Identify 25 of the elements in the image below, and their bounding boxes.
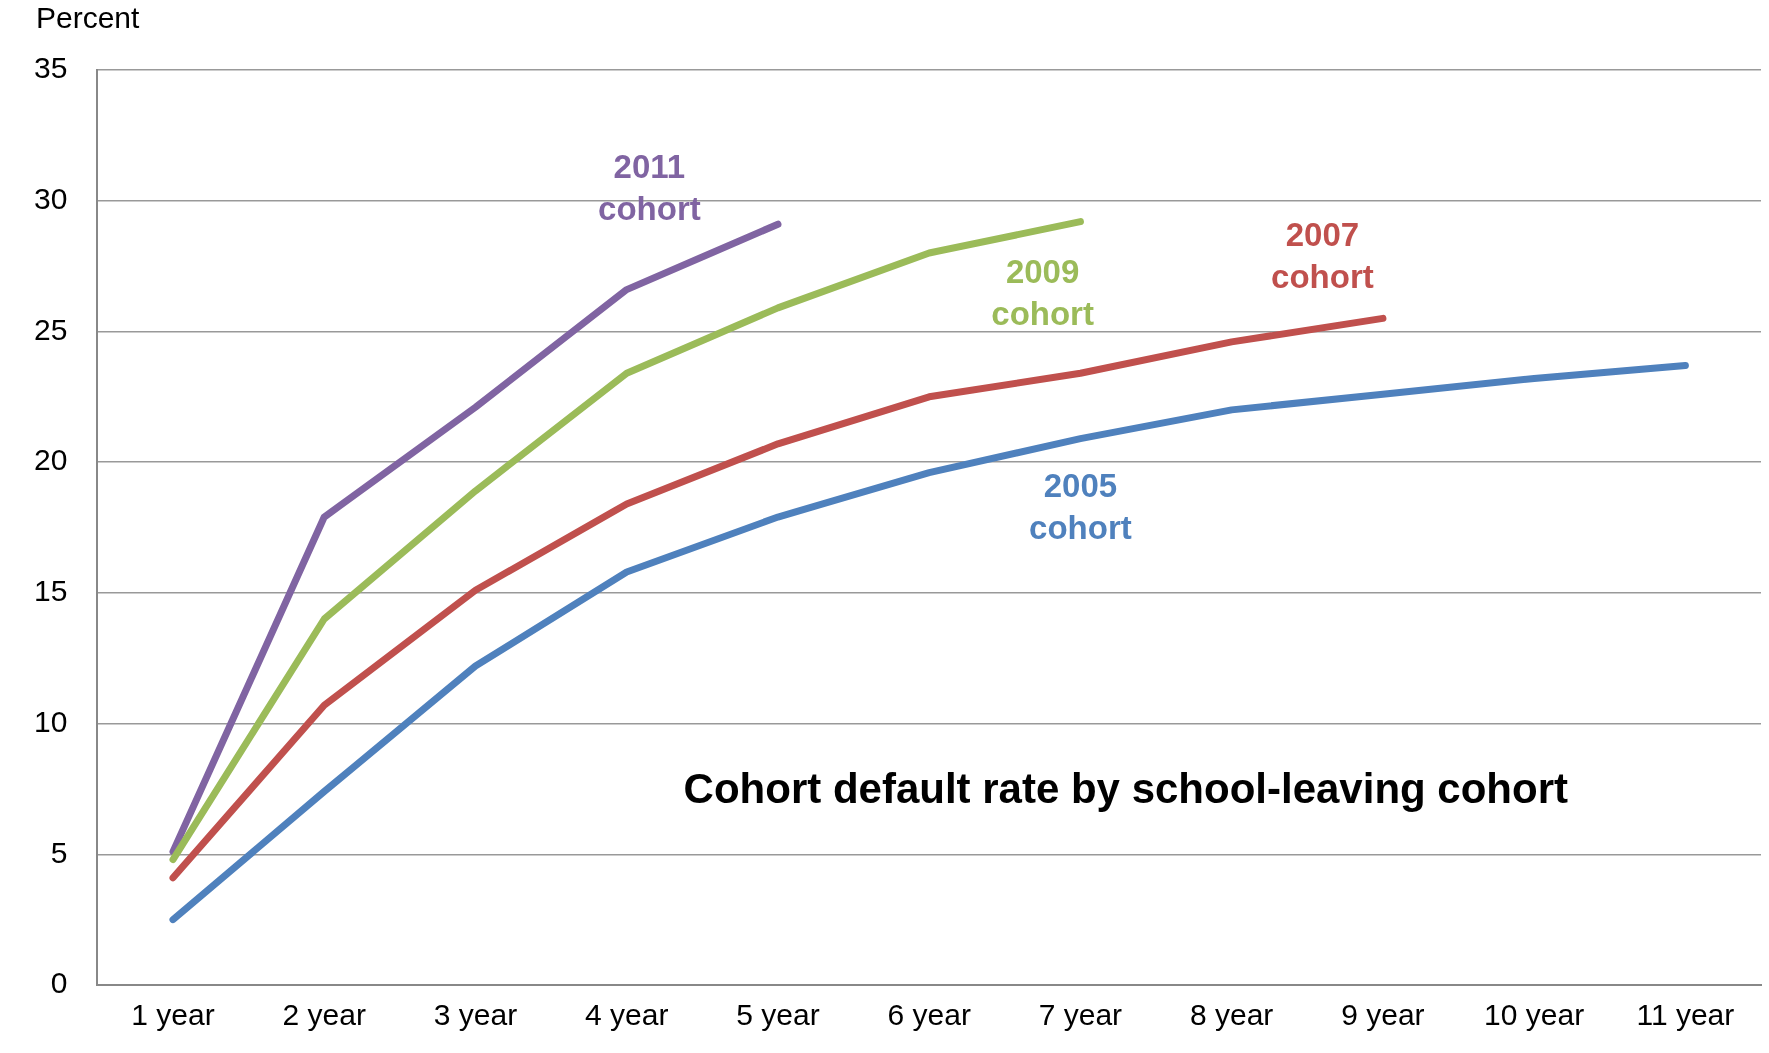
- x-tick-label: 3 year: [433, 998, 518, 1032]
- x-tick-label: 2 year: [282, 998, 366, 1032]
- y-tick-label: 25: [33, 312, 68, 346]
- y-tick-label: 15: [33, 574, 68, 608]
- x-tick-label: 9 year: [1341, 998, 1425, 1032]
- x-tick-label: 6 year: [887, 998, 971, 1032]
- y-tick-label: 10: [33, 704, 68, 738]
- x-tick-label: 5 year: [736, 998, 820, 1032]
- y-tick-label: 30: [33, 181, 68, 215]
- text: Cohort default rate by school-leaving cohort: [683, 765, 1569, 813]
- series-label: 2009 cohort: [991, 252, 1094, 332]
- series-label: 2005 cohort: [1029, 467, 1132, 547]
- y-axis-title: Percent: [36, 1, 141, 35]
- y-tick-label: 5: [50, 835, 68, 869]
- series-label: 2007 cohort: [1271, 216, 1374, 296]
- x-tick-label: 1 year: [131, 998, 215, 1032]
- y-tick-label: 0: [50, 966, 68, 1000]
- x-tick-label: 8 year: [1189, 998, 1274, 1032]
- y-tick-label: 20: [33, 443, 68, 477]
- y-tick-label: 35: [33, 51, 68, 85]
- x-tick-label: 4 year: [585, 998, 669, 1032]
- x-tick-label: 7 year: [1038, 998, 1123, 1032]
- series-label: 2011 cohort: [598, 148, 701, 228]
- x-tick-label: 10 year: [1484, 998, 1585, 1032]
- x-tick-label: 11 year: [1636, 998, 1735, 1032]
